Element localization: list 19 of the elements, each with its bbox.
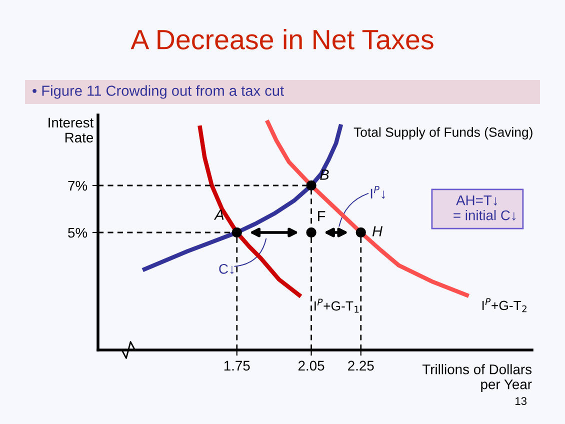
annotation: I$^{P}$↓ bbox=[370, 186, 385, 199]
series-label: Total Supply of Funds (Saving) bbox=[354, 127, 532, 140]
annotation: A bbox=[214, 210, 224, 220]
annotation: AH=T↓ = initial C↓ bbox=[454, 196, 516, 220]
x-axis-title: Trillions of Dollars per Year bbox=[422, 364, 532, 392]
series-label: I$^{P}$+G-T$_{1}$ bbox=[314, 298, 359, 313]
annotation: C↓ bbox=[219, 264, 234, 274]
chart-title: A Decrease in Net Taxes bbox=[130, 29, 434, 50]
x-tick-label: 2.05 bbox=[298, 360, 324, 371]
annotation: F bbox=[318, 211, 326, 222]
x-tick-label: 2.25 bbox=[348, 360, 374, 371]
y-tick-label: 5% bbox=[68, 228, 88, 238]
annotation: H bbox=[372, 226, 383, 236]
y-axis-title: Interest Rate bbox=[48, 118, 94, 143]
x-tick-label: 1.75 bbox=[224, 360, 250, 371]
series-label: I$^{P}$+G-T$_{2}$ bbox=[482, 298, 526, 312]
y-tick-label: 7% bbox=[68, 180, 88, 191]
chart-subtitle: • Figure 11 Crowding out from a tax cut bbox=[32, 85, 284, 99]
text: 13 bbox=[515, 397, 527, 405]
